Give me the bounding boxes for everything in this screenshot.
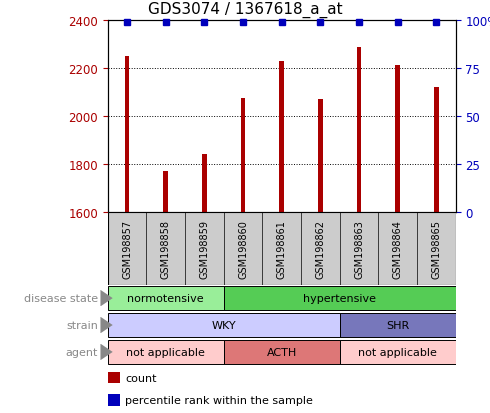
Text: GSM198859: GSM198859	[199, 219, 209, 278]
Text: GSM198860: GSM198860	[238, 219, 248, 278]
Text: SHR: SHR	[386, 320, 409, 330]
Text: not applicable: not applicable	[126, 347, 205, 357]
Bar	[417, 213, 456, 285]
Bar	[108, 340, 224, 364]
Bar	[357, 48, 362, 213]
Bar	[395, 66, 400, 213]
Text: GSM198864: GSM198864	[392, 219, 403, 278]
Bar	[108, 286, 224, 311]
Text: ACTH: ACTH	[267, 347, 297, 357]
Bar	[224, 213, 263, 285]
Bar	[340, 213, 378, 285]
Text: GSM198862: GSM198862	[316, 219, 325, 278]
Bar	[340, 313, 456, 337]
Bar	[301, 213, 340, 285]
Text: normotensive: normotensive	[127, 293, 204, 304]
Bar	[378, 213, 417, 285]
Bar	[125, 57, 129, 213]
Polygon shape	[100, 317, 113, 334]
Bar	[263, 213, 301, 285]
Text: WKY: WKY	[212, 320, 236, 330]
Text: count: count	[125, 373, 156, 383]
Bar	[434, 88, 439, 213]
Bar	[202, 155, 207, 213]
Text: disease state: disease state	[24, 293, 98, 304]
Bar	[224, 340, 340, 364]
Text: GSM198863: GSM198863	[354, 219, 364, 278]
Text: agent: agent	[66, 347, 98, 357]
Text: GSM198865: GSM198865	[431, 219, 441, 278]
Bar	[185, 213, 224, 285]
Bar	[340, 340, 456, 364]
Bar	[108, 213, 147, 285]
Bar	[108, 313, 340, 337]
Text: hypertensive: hypertensive	[303, 293, 376, 304]
Bar	[164, 172, 168, 213]
Polygon shape	[100, 344, 113, 360]
Bar	[108, 372, 120, 384]
Polygon shape	[100, 290, 113, 306]
Bar	[147, 213, 185, 285]
Text: GDS3074 / 1367618_a_at: GDS3074 / 1367618_a_at	[147, 2, 343, 19]
Bar	[224, 286, 456, 311]
Text: GSM198858: GSM198858	[161, 219, 171, 278]
Text: GSM198861: GSM198861	[277, 219, 287, 278]
Bar	[318, 100, 323, 213]
Text: GSM198857: GSM198857	[122, 219, 132, 278]
Bar	[279, 62, 284, 213]
Bar	[241, 99, 245, 213]
Text: strain: strain	[66, 320, 98, 330]
Bar	[108, 394, 120, 406]
Text: percentile rank within the sample: percentile rank within the sample	[125, 395, 313, 405]
Text: not applicable: not applicable	[358, 347, 437, 357]
